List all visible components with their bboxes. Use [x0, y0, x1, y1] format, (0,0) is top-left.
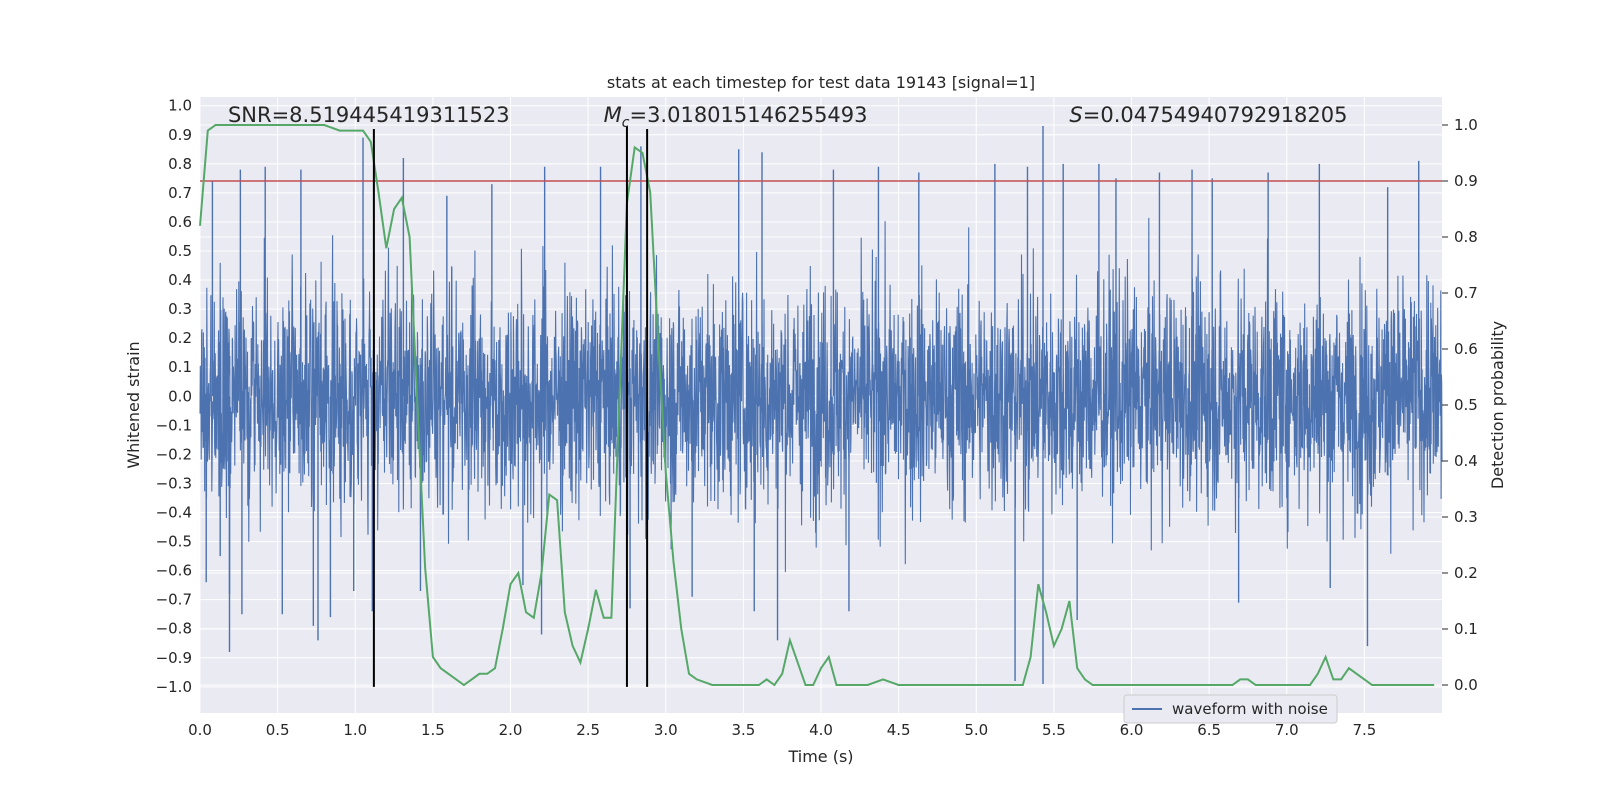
x-tick-label: 4.5	[887, 721, 911, 739]
waveform-series	[199, 126, 1443, 684]
left-y-axis-label: Whitened strain	[124, 341, 143, 468]
y-right-tick-label: 0.4	[1454, 452, 1478, 470]
x-tick-label: 2.0	[499, 721, 523, 739]
annotation-text: SNR=8.519445419311523	[228, 103, 510, 127]
annotation-text: Mc=3.018015146255493	[604, 103, 868, 131]
y-left-tick-label: −0.6	[156, 562, 192, 580]
y-right-tick-label: 0.9	[1454, 172, 1478, 190]
y-left-tick-label: 0.4	[168, 271, 192, 289]
y-left-tick-label: 0.1	[168, 358, 192, 376]
y-left-tick-label: −0.7	[156, 591, 192, 609]
x-tick-label: 6.5	[1197, 721, 1221, 739]
x-tick-label: 7.5	[1352, 721, 1376, 739]
y-left-tick-label: 0.7	[168, 184, 192, 202]
y-left-tick-label: 0.6	[168, 213, 192, 231]
y-left-tick-label: 0.0	[168, 387, 192, 405]
y-left-tick-label: −0.2	[156, 445, 192, 463]
waveform-noise-line	[199, 217, 1443, 573]
x-tick-label: 5.0	[964, 721, 988, 739]
left-y-axis-ticks: 1.0 0.9 0.8 0.7 0.6 0.5 0.4 0.3 0.2 0.1 0.0 −0.1 −0.…	[156, 97, 192, 696]
x-tick-label: 2.5	[576, 721, 600, 739]
right-y-axis-ticks: 1.0 0.9 0.8 0.7 0.6 0.5 0.4 0.3 0.2 0.1 0.0	[1442, 116, 1478, 694]
x-tick-label: 1.0	[343, 721, 367, 739]
y-left-tick-label: −0.5	[156, 533, 192, 551]
y-right-tick-label: 0.2	[1454, 564, 1478, 582]
x-tick-label: 5.5	[1042, 721, 1066, 739]
y-left-tick-label: −0.4	[156, 504, 192, 522]
legend-label: waveform with noise	[1172, 700, 1328, 718]
x-axis-label: Time (s)	[787, 747, 853, 766]
chart-title: stats at each timestep for test data 191…	[607, 73, 1035, 92]
y-right-tick-label: 0.5	[1454, 396, 1478, 414]
x-tick-label: 0.5	[266, 721, 290, 739]
x-tick-label: 0.0	[188, 721, 212, 739]
x-axis-ticks: 0.0 0.5 1.0 1.5 2.0 2.5 3.0 3.5 4.0 4.5 5.0 5.5 6.0 6…	[188, 721, 1376, 739]
y-left-tick-label: −0.8	[156, 620, 192, 638]
y-right-tick-label: 1.0	[1454, 116, 1478, 134]
y-left-tick-label: 0.5	[168, 242, 192, 260]
y-right-tick-label: 0.3	[1454, 508, 1478, 526]
y-left-tick-label: −1.0	[156, 678, 192, 696]
x-tick-label: 7.0	[1275, 721, 1299, 739]
x-tick-label: 3.0	[654, 721, 678, 739]
y-left-tick-label: 1.0	[168, 97, 192, 115]
legend-box	[1123, 694, 1338, 724]
y-right-tick-label: 0.0	[1454, 676, 1478, 694]
y-left-tick-label: 0.8	[168, 155, 192, 173]
y-right-tick-label: 0.6	[1454, 340, 1478, 358]
x-tick-label: 3.5	[731, 721, 755, 739]
y-left-tick-label: −0.1	[156, 416, 192, 434]
x-tick-label: 4.0	[809, 721, 833, 739]
annotation-text: S=0.04754940792918205	[1069, 103, 1347, 127]
y-left-tick-label: 0.2	[168, 329, 192, 347]
right-y-axis-label: Detection probability	[1488, 321, 1507, 489]
x-tick-label: 6.0	[1120, 721, 1144, 739]
overlay-lines	[199, 124, 1442, 687]
y-right-tick-label: 0.1	[1454, 620, 1478, 638]
detection-probability-line	[199, 124, 1435, 687]
y-right-tick-label: 0.7	[1454, 284, 1478, 302]
y-left-tick-label: 0.3	[168, 300, 192, 318]
annotations: SNR=8.519445419311523 Mc=3.01801514625549…	[228, 103, 1348, 131]
y-left-tick-label: −0.3	[156, 474, 192, 492]
y-right-tick-label: 0.8	[1454, 228, 1478, 246]
legend: waveform with noise	[1123, 694, 1338, 724]
x-tick-label: 1.5	[421, 721, 445, 739]
y-left-tick-label: 0.9	[168, 126, 192, 144]
y-left-tick-label: −0.9	[156, 649, 192, 667]
